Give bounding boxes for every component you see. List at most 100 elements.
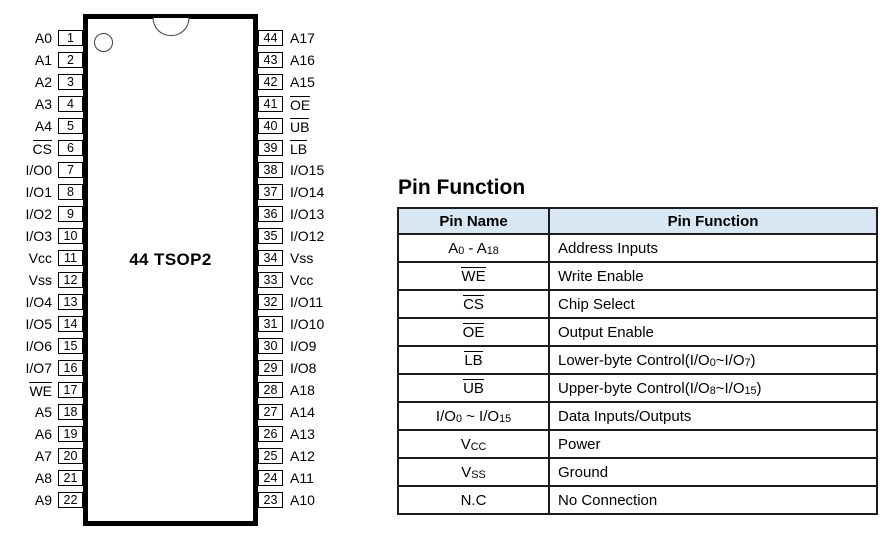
pin-label: I/O3 [25,228,52,244]
pin-name-cell: VCC [397,429,550,460]
pin-row-38: 38 I/O15 [258,159,378,181]
pin-label: I/O13 [290,206,325,222]
pin-row-6: CS 6 [0,137,83,159]
pin-function-cell: Lower-byte Control(I/O0~I/O7) [548,345,878,376]
pin-label: A14 [290,404,315,420]
pin-number-box: 39 [258,140,283,156]
pin-label: OE [290,95,311,113]
pin-number-box: 6 [58,140,83,156]
pin-row-42: 42 A15 [258,71,378,93]
pin-number-box: 13 [58,294,83,310]
pin-row-22: A9 22 [0,489,83,511]
pin-label: A8 [34,470,52,486]
pin-row-18: A5 18 [0,401,83,423]
pin1-indicator-dot [94,33,113,52]
pin-row-37: 37 I/O14 [258,181,378,203]
pin-row-19: A6 19 [0,423,83,445]
chip-body: 44 TSOP2 [83,14,258,526]
pin-row-33: 33 Vcc [258,269,378,291]
pin-row-43: 43 A16 [258,49,378,71]
section-title: Pin Function [398,176,526,199]
pin-row-10: I/O3 10 [0,225,83,247]
pin-row-27: 27 A14 [258,401,378,423]
pin-row-44: 44 A17 [258,27,378,49]
table-row: WE Write Enable [397,261,878,292]
pin-label: I/O0 [25,162,52,178]
pin-label: Vss [290,250,314,266]
pin-label: I/O5 [25,316,52,332]
pin-number-box: 36 [258,206,283,222]
pin-row-23: 23 A10 [258,489,378,511]
pin-row-20: A7 20 [0,445,83,467]
pin-number-box: 23 [258,492,283,508]
pin-number-box: 24 [258,470,283,486]
pin-row-12: Vss 12 [0,269,83,291]
pin-number-box: 15 [58,338,83,354]
table-row: CS Chip Select [397,289,878,320]
pin-label: Vcc [28,250,52,266]
pin-number-box: 18 [58,404,83,420]
pin-function-cell: Power [548,429,878,460]
pin-label: WE [29,381,52,399]
pin-row-9: I/O2 9 [0,203,83,225]
pin-label: I/O7 [25,360,52,376]
pin-label: Vcc [290,272,314,288]
pin-function-cell: Output Enable [548,317,878,348]
pin-number-box: 4 [58,96,83,112]
col-header-pin-name: Pin Name [397,207,550,236]
pin-label: UB [290,117,310,135]
pin-row-2: A1 2 [0,49,83,71]
pin-function-section: Pin Function Pin Name Pin Function A0 - … [397,176,878,516]
pin-row-15: I/O6 15 [0,335,83,357]
pin-row-14: I/O5 14 [0,313,83,335]
pin-number-box: 34 [258,250,283,266]
pin-row-4: A3 4 [0,93,83,115]
col-header-pin-function: Pin Function [548,207,878,236]
pin-name-cell: CS [397,289,550,320]
pin-row-7: I/O0 7 [0,159,83,181]
pin-label: A4 [34,118,52,134]
pin-row-11: Vcc 11 [0,247,83,269]
pin-function-cell: No Connection [548,485,878,516]
pin-number-box: 41 [258,96,283,112]
pin-number-box: 22 [58,492,83,508]
table-row: LB Lower-byte Control(I/O0~I/O7) [397,345,878,376]
pin-name-cell: N.C [397,485,550,516]
pin-name-cell: WE [397,261,550,292]
pin-label: A17 [290,30,315,46]
pin-row-13: I/O4 13 [0,291,83,313]
pin-name-cell: VSS [397,457,550,488]
pin-number-box: 30 [258,338,283,354]
pin-row-41: 41 OE [258,93,378,115]
pin-row-17: WE 17 [0,379,83,401]
pin-row-1: A0 1 [0,27,83,49]
pin-number-box: 38 [258,162,283,178]
pin-row-29: 29 I/O8 [258,357,378,379]
pin-label: I/O15 [290,162,325,178]
pin-label: I/O14 [290,184,325,200]
pin-name-cell: A0 - A18 [397,233,550,264]
pin-number-box: 8 [58,184,83,200]
pin-function-cell: Write Enable [548,261,878,292]
pin-label: A6 [34,426,52,442]
chip-notch [152,18,189,36]
table-row: A0 - A18 Address Inputs [397,233,878,264]
pin-number-box: 16 [58,360,83,376]
pin-label: Vss [28,272,52,288]
pin-label: A1 [34,52,52,68]
pin-number-box: 31 [258,316,283,332]
pin-label: A9 [34,492,52,508]
pin-label: A5 [34,404,52,420]
pin-name-cell: UB [397,373,550,404]
pin-label: I/O1 [25,184,52,200]
pin-number-box: 17 [58,382,83,398]
pin-number-box: 26 [258,426,283,442]
pin-number-box: 10 [58,228,83,244]
pin-number-box: 42 [258,74,283,90]
table-row: UB Upper-byte Control(I/O8~I/O15) [397,373,878,404]
pin-number-box: 35 [258,228,283,244]
pin-number-box: 1 [58,30,83,46]
pin-label: A0 [34,30,52,46]
pin-number-box: 43 [258,52,283,68]
